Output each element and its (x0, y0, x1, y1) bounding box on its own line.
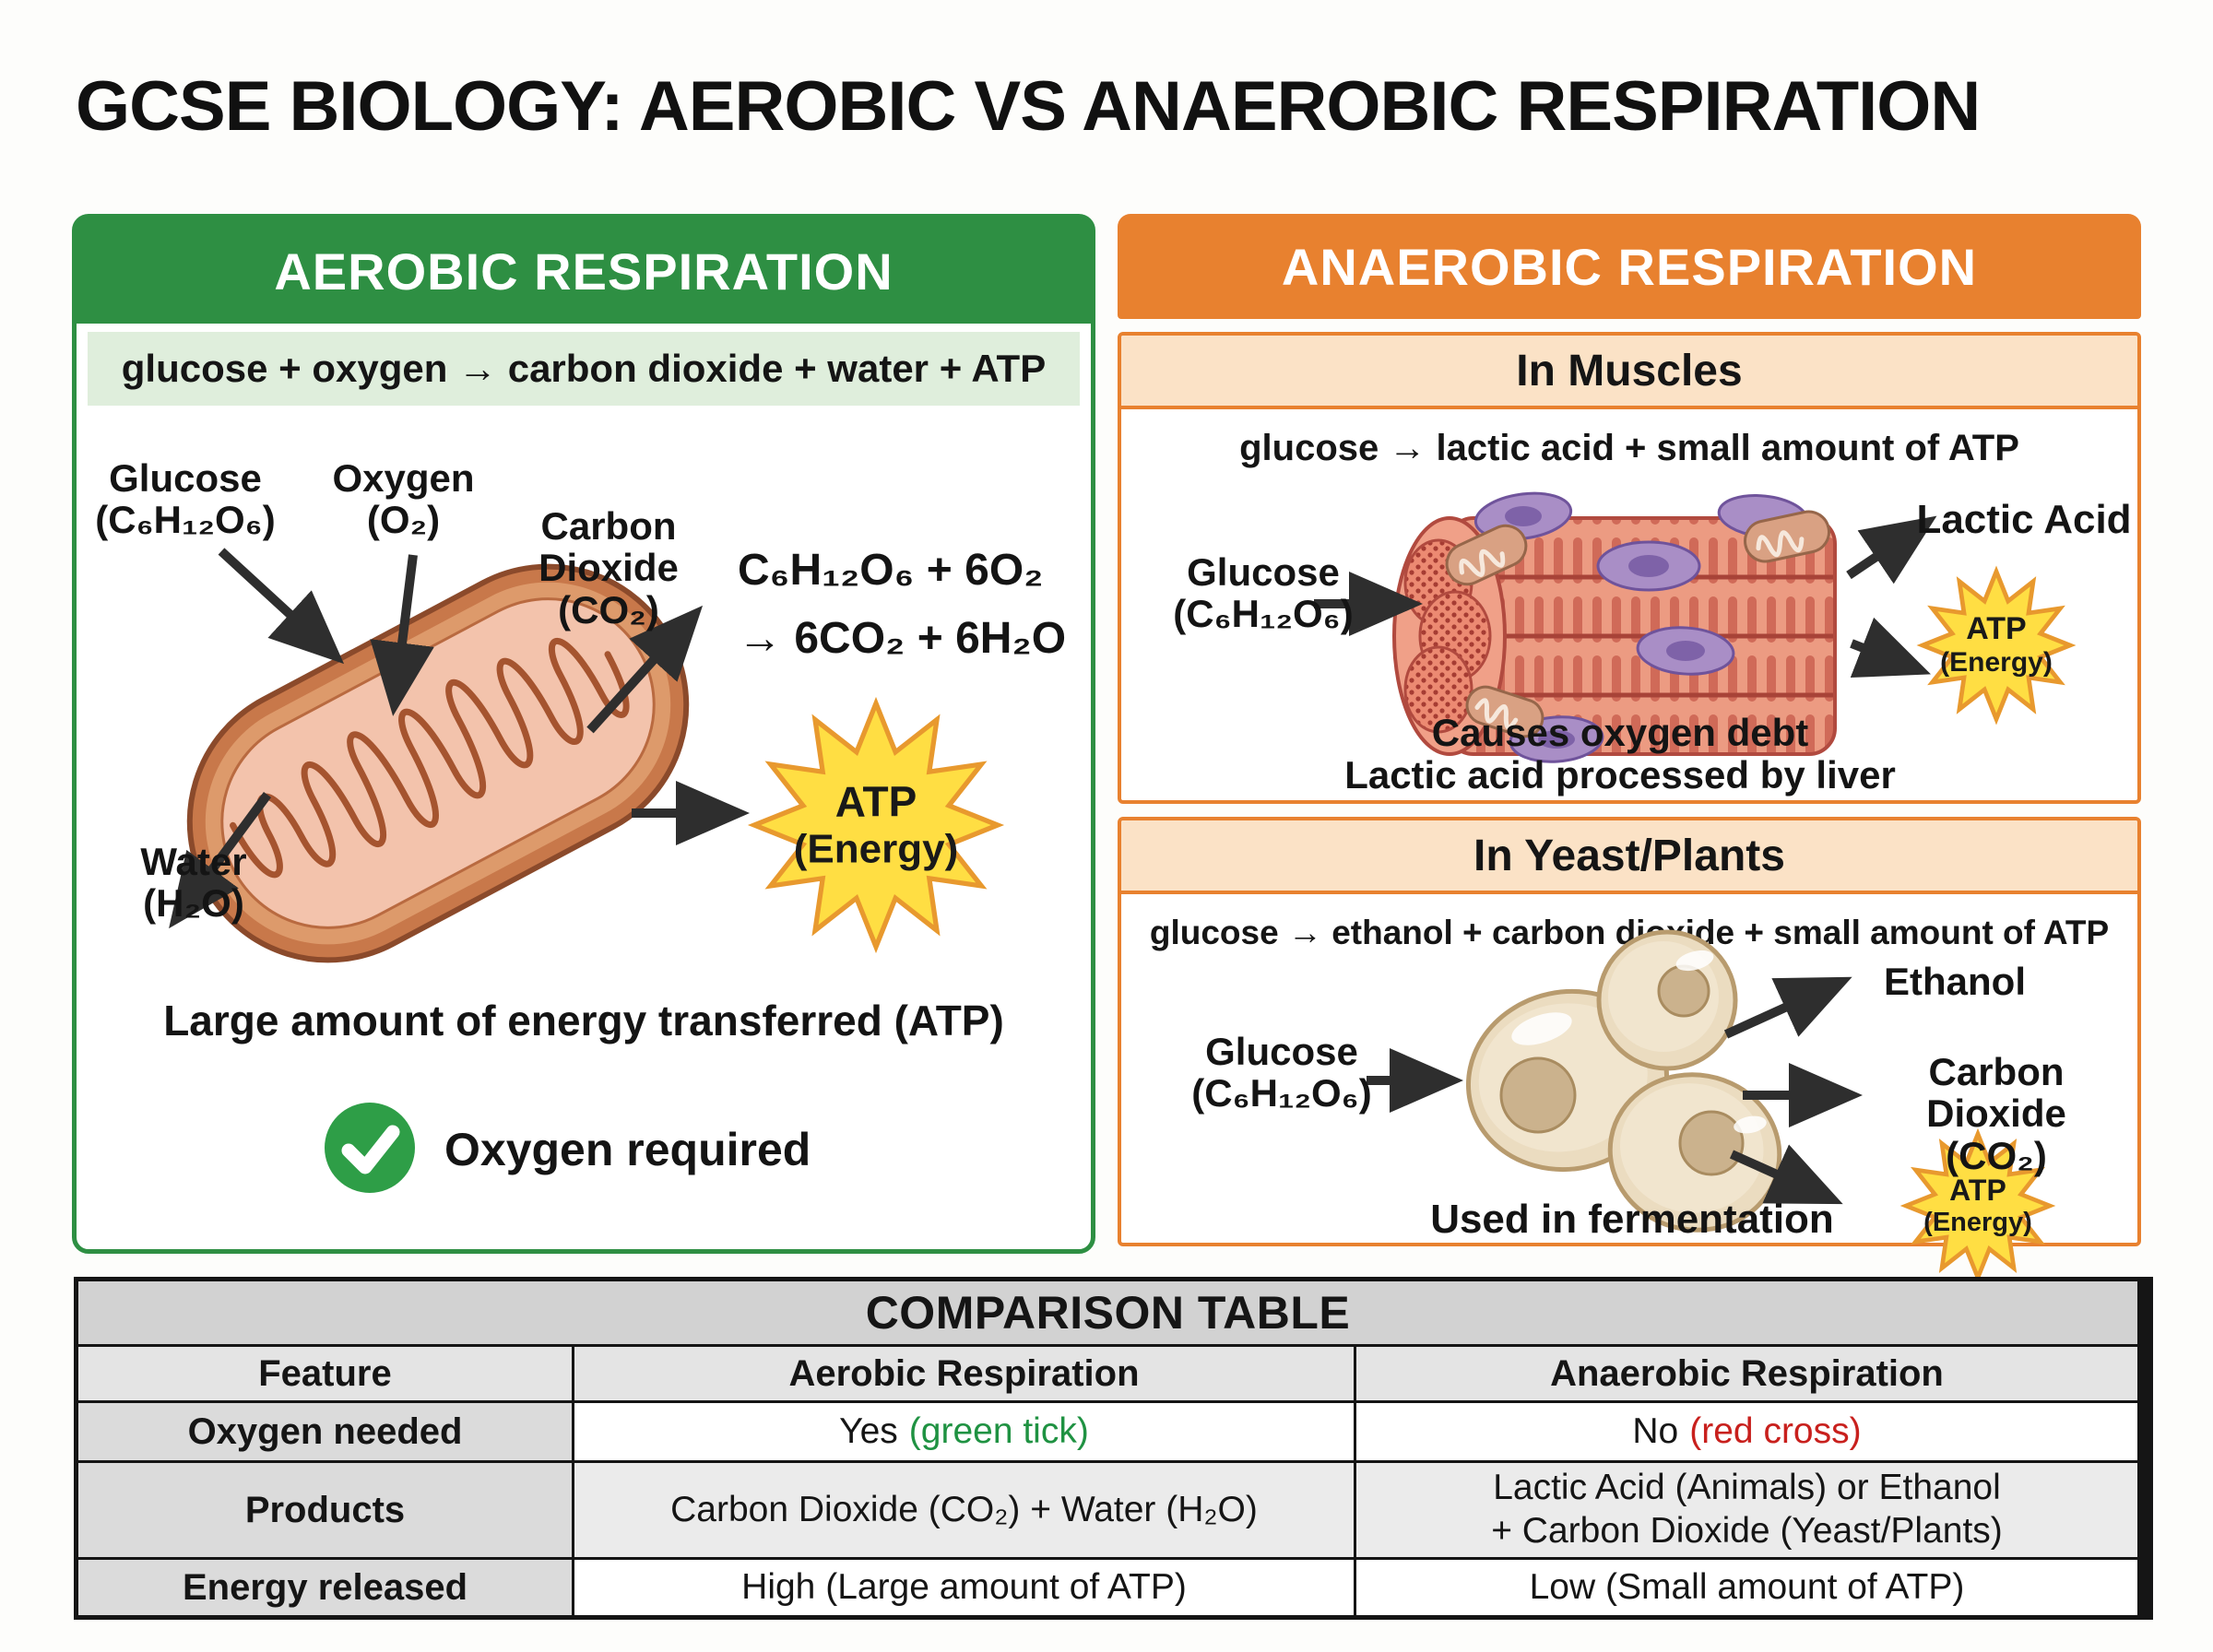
aerobic-caption: Large amount of energy transferred (ATP) (163, 997, 1004, 1044)
in-muscles-box: In Muscles glucose → lactic acid + small… (1118, 332, 2141, 804)
aerobic-word-equation: glucose + oxygen → carbon dioxide + wate… (88, 332, 1080, 406)
cell-aerobic-oxygen: Yes (green tick) (574, 1403, 1354, 1460)
aerobic-atp-star-label: ATP (Energy) (793, 777, 959, 872)
lactic-acid-label: Lactic Acid (1916, 497, 2132, 542)
carbon-dioxide-label: Carbon Dioxide (CO₂) (538, 504, 679, 631)
oxygen-required-label: Oxygen required (444, 1124, 811, 1175)
row-feature-energy-released: Energy released (78, 1560, 572, 1615)
aerobic-chemical-equation: C₆H₁₂O₆ + 6O₂ → 6CO₂ + 6H₂O (738, 546, 1067, 663)
ethanol-label: Ethanol (1884, 960, 2026, 1003)
muscles-word-equation: glucose → lactic acid + small amount of … (1239, 427, 2019, 468)
in-muscles-heading: In Muscles (1121, 336, 2137, 409)
muscles-glucose-label: Glucose (C₆H₁₂O₆) (1173, 550, 1354, 636)
aerobic-panel: AEROBIC RESPIRATION glucose + oxygen → c… (72, 214, 1095, 1254)
comparison-table-title: COMPARISON TABLE (78, 1281, 2137, 1344)
muscles-caption: Causes oxygen debt Lactic acid processed… (1344, 711, 1896, 797)
row-feature-oxygen-needed: Oxygen needed (78, 1403, 572, 1460)
cell-anaerobic-products: Lactic Acid (Animals) or Ethanol + Carbo… (1356, 1463, 2137, 1557)
row-feature-products: Products (78, 1463, 572, 1557)
cell-aerobic-products: Carbon Dioxide (CO₂) + Water (H₂O) (574, 1463, 1354, 1557)
column-header-anaerobic: Anaerobic Respiration (1356, 1347, 2137, 1400)
comparison-table: COMPARISON TABLE Feature Aerobic Respira… (74, 1277, 2153, 1620)
oxygen-label: Oxygen (O₂) (332, 456, 475, 542)
cell-aerobic-energy: High (Large amount of ATP) (574, 1560, 1354, 1615)
cell-anaerobic-energy: Low (Small amount of ATP) (1356, 1560, 2137, 1615)
yeast-co2-label: Carbon Dioxide (CO₂) (1926, 1050, 2066, 1177)
anaerobic-panel-header: ANAEROBIC RESPIRATION (1118, 214, 2141, 319)
cell-anaerobic-oxygen: No (red cross) (1356, 1403, 2137, 1460)
water-label: Water (H₂O) (140, 840, 247, 926)
page-title: GCSE BIOLOGY: AEROBIC VS ANAEROBIC RESPI… (76, 67, 1981, 146)
column-header-feature: Feature (78, 1347, 572, 1400)
yeast-glucose-label: Glucose (C₆H₁₂O₆) (1191, 1030, 1372, 1115)
glucose-label: Glucose (C₆H₁₂O₆) (95, 456, 276, 542)
in-yeast-plants-heading: In Yeast/Plants (1121, 820, 2137, 894)
aerobic-panel-header: AEROBIC RESPIRATION (77, 218, 1091, 324)
muscles-atp-star-label: ATP (Energy) (1940, 611, 2053, 678)
yeast-caption: Used in fermentation (1430, 1197, 1834, 1242)
yeast-atp-star-label: ATP (Energy) (1923, 1173, 2032, 1237)
column-header-aerobic: Aerobic Respiration (574, 1347, 1354, 1400)
